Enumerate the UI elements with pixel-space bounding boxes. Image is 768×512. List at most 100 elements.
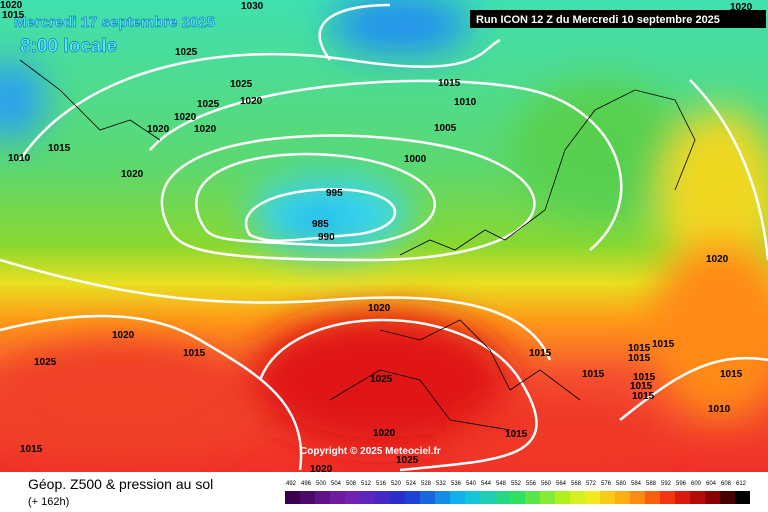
scale-swatch (330, 491, 345, 504)
scale-swatch (510, 491, 525, 504)
scale-label: 588 (646, 481, 657, 487)
isobar-label: 1020 (0, 0, 23, 11)
isobar-label: 1025 (197, 99, 220, 110)
scale-label: 500 (316, 481, 327, 487)
scale-swatch (495, 491, 510, 504)
scale-swatch (375, 491, 390, 504)
scale-swatch (465, 491, 480, 504)
isobar-label: 1015 (2, 10, 25, 21)
scale-swatch (585, 491, 600, 504)
scale-label: 492 (286, 481, 297, 487)
field-blobs (0, 0, 768, 480)
isobars (0, 3, 768, 472)
scale-label: 552 (511, 481, 522, 487)
valid-time: 8:00 locale (20, 36, 117, 57)
valid-date: Mercredi 17 septembre 2025 (14, 14, 215, 31)
isobar-label: 1020 (121, 169, 144, 180)
scale-swatch (645, 491, 660, 504)
isobar-label: 1015 (438, 78, 461, 89)
scale-swatch (570, 491, 585, 504)
scale-label: 540 (466, 481, 477, 487)
isobar-label: 1010 (708, 404, 731, 415)
scale-swatch (420, 491, 435, 504)
scale-swatch (660, 491, 675, 504)
isobar-label: 1015 (20, 444, 43, 455)
coastlines (19, 59, 696, 431)
scale-label: 520 (391, 481, 402, 487)
isobar-label: 1015 (633, 372, 656, 383)
scale-label: 576 (601, 481, 612, 487)
run-info: Run ICON 12 Z du Mercredi 10 septembre 2… (476, 14, 720, 26)
scale-label: 592 (661, 481, 672, 487)
scale-swatch (285, 491, 300, 504)
isobar-label: 1015 (48, 143, 71, 154)
isobar-label: 1025 (175, 47, 198, 58)
scale-label: 600 (691, 481, 702, 487)
isobar-label: 1015 (632, 391, 655, 402)
isobar-label: 1015 (582, 369, 605, 380)
scale-label: 528 (421, 481, 432, 487)
isobar-label: 1010 (8, 153, 31, 164)
isobar-label: 1015 (628, 343, 651, 354)
scale-swatch (405, 491, 420, 504)
isobar-label: 1015 (628, 353, 651, 364)
scale-swatch (705, 491, 720, 504)
isobar-label: 1020 (706, 254, 729, 265)
scale-swatch (360, 491, 375, 504)
scale-label: 572 (586, 481, 597, 487)
scale-swatch (315, 491, 330, 504)
isobar-label: 1015 (505, 429, 528, 440)
scale-label: 516 (376, 481, 387, 487)
isobar-label: 1020 (368, 303, 391, 314)
scale-label: 544 (481, 481, 492, 487)
scale-label: 536 (451, 481, 462, 487)
scale-swatch (435, 491, 450, 504)
scale-label: 556 (526, 481, 537, 487)
isobar-label: 1020 (730, 2, 753, 13)
isobar-label: 1015 (529, 348, 552, 359)
isobar-label: 1015 (183, 348, 206, 359)
scale-swatch (720, 491, 735, 504)
scale-label: 608 (721, 481, 732, 487)
isobar-label: 985 (312, 219, 329, 230)
scale-label: 564 (556, 481, 567, 487)
isobar-label: 1020 (194, 124, 217, 135)
scale-swatch (480, 491, 495, 504)
scale-swatch (300, 491, 315, 504)
isobar-label: 1015 (652, 339, 675, 350)
isobar-label: 1005 (434, 123, 457, 134)
isobar-label: 1020 (112, 330, 135, 341)
isobar-label: 1015 (720, 369, 743, 380)
scale-swatch (615, 491, 630, 504)
isobar-label: 1015 (630, 381, 653, 392)
scale-swatch (735, 491, 750, 504)
scale-swatch (690, 491, 705, 504)
scale-label: 532 (436, 481, 447, 487)
forecast-lead: (+ 162h) (28, 496, 69, 508)
scale-swatch (600, 491, 615, 504)
isobar-label: 1025 (230, 79, 253, 90)
isobar-label: 1020 (174, 112, 197, 123)
scale-label: 580 (616, 481, 627, 487)
scale-label: 604 (706, 481, 717, 487)
scale-label: 548 (496, 481, 507, 487)
scale-swatch (390, 491, 405, 504)
scale-swatch (345, 491, 360, 504)
isobar-label: 1025 (34, 357, 57, 368)
scale-label: 596 (676, 481, 687, 487)
scale-swatch (525, 491, 540, 504)
scale-swatch (675, 491, 690, 504)
isobar-label: 1020 (147, 124, 170, 135)
isobar-label: 1010 (454, 97, 477, 108)
isobar-label: 1000 (404, 154, 427, 165)
scale-label: 568 (571, 481, 582, 487)
isobar-label: 990 (318, 232, 335, 243)
isobar-label: 1020 (240, 96, 263, 107)
run-banner (470, 10, 766, 28)
scale-label: 508 (346, 481, 357, 487)
scale-swatch (555, 491, 570, 504)
color-scale: 492 496 500 504 508 512 516 520 524 528 532 536 540 5… (285, 481, 750, 504)
footer-title: Géop. Z500 & pression au sol (28, 476, 213, 492)
